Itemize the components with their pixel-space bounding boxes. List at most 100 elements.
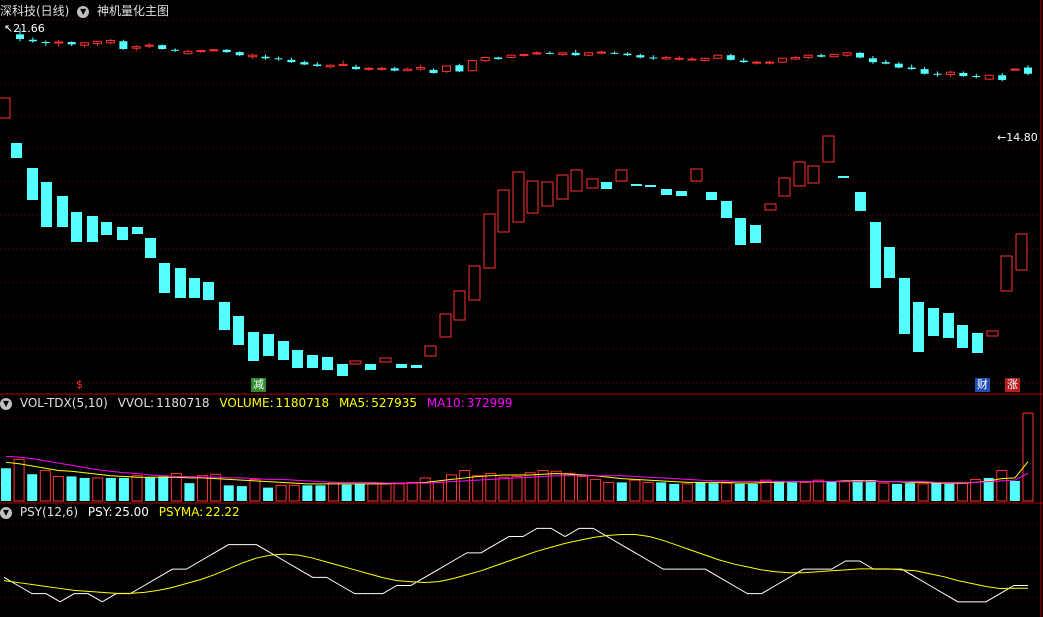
volume-bar-up [603, 481, 615, 502]
candle-body-up [765, 61, 775, 64]
signal-box-down [943, 313, 954, 338]
volume-bar-down [905, 483, 916, 501]
signal-box-up [439, 313, 452, 338]
signal-box-up [690, 168, 703, 182]
volume-bar-down [118, 477, 129, 501]
volume-bar-up [367, 483, 379, 502]
volume-bar-down [302, 485, 313, 501]
signal-box-down [706, 192, 717, 200]
signal-box-down [972, 333, 983, 353]
high-price-label: ↖21.66 [4, 22, 45, 35]
candle-body-up [532, 52, 542, 55]
candle-body-up [480, 57, 490, 62]
volume-bar-down [708, 483, 719, 501]
signal-box-down [645, 185, 656, 187]
volume-value: 1180718 [275, 396, 330, 410]
signal-box-down [57, 196, 68, 227]
marker-dollar[interactable]: $ [76, 378, 83, 391]
signal-box-down [189, 278, 200, 298]
chevron-down-icon[interactable]: ▼ [0, 506, 12, 519]
candle-body-down [868, 58, 877, 63]
signal-box-down [41, 182, 52, 227]
signal-box-down [175, 268, 186, 298]
candle-body-up [687, 58, 697, 61]
volume-bar-down [734, 483, 745, 501]
candle-body-down [28, 39, 37, 42]
signal-box-down [145, 238, 156, 258]
psyma-line [3, 534, 1028, 594]
volume-bar-down [1, 468, 11, 501]
signal-box-down [233, 316, 244, 345]
signal-box-up [570, 169, 583, 192]
volume-bar-down [944, 483, 955, 501]
marker-zhang[interactable]: 涨 [1005, 378, 1020, 392]
volume-bar-up [170, 472, 182, 502]
candle-body-down [998, 75, 1007, 80]
signal-box-down [396, 364, 407, 368]
candle-body-up [752, 61, 762, 64]
volume-bar-down [891, 483, 902, 501]
candle-body-up [829, 53, 839, 58]
signal-box-down [884, 247, 895, 278]
candle-body-up [80, 42, 90, 46]
signal-box-up [512, 171, 525, 223]
psy-value: 25.00 [114, 505, 149, 519]
psy-line [3, 527, 1028, 603]
volume-bar-up [92, 477, 104, 502]
volume-bar-up [563, 472, 575, 502]
candle-body-down [726, 55, 735, 60]
candle-body-down [933, 73, 942, 75]
signal-box-up [1000, 255, 1013, 292]
candle-body-up [558, 52, 568, 55]
signal-box-down [87, 216, 98, 242]
volume-label: VOLUME: [219, 396, 274, 410]
volume-bar-down [1009, 480, 1020, 501]
signal-box-down [676, 191, 687, 196]
vol-header: ▼ VOL-TDX(5,10) VVOL: 1180718 VOLUME: 1180… [0, 395, 517, 411]
candle-body-up [248, 54, 258, 58]
signal-box-up [778, 177, 791, 197]
signal-box-down [365, 364, 376, 370]
volume-bar-down [79, 477, 90, 501]
psyma-label: PSYMA: [158, 505, 204, 519]
signal-box-down [27, 168, 38, 200]
volume-bar-up [799, 481, 811, 502]
volume-bar-up [485, 472, 497, 502]
candle-body-down [222, 49, 231, 53]
volume-bar-up [917, 483, 929, 502]
psy-label: PSY: [87, 505, 113, 519]
volume-bar-down [656, 482, 667, 501]
volume-bar-up [721, 482, 733, 502]
volume-bar-down [826, 481, 837, 501]
volume-bar-down [223, 485, 234, 501]
chevron-down-icon[interactable]: ▼ [77, 5, 90, 18]
candle-body-down [494, 57, 503, 60]
volume-bar-up [996, 469, 1008, 502]
volume-bar-down [263, 487, 274, 501]
marker-jian[interactable]: 减 [251, 378, 266, 392]
candle-body-down [352, 66, 360, 70]
vol-indicator-name[interactable]: VOL-TDX(5,10) [19, 396, 108, 410]
candle-body-down [235, 52, 244, 56]
volume-bar-down [145, 477, 156, 501]
volume-bar-down [616, 482, 627, 501]
candle-body-up [1010, 68, 1020, 71]
volume-bar-up [13, 458, 25, 502]
signal-box-down [322, 357, 333, 370]
psy-indicator-name[interactable]: PSY(12,6) [19, 505, 79, 519]
volume-bar-up [380, 483, 392, 502]
volume-bar-down [158, 476, 169, 501]
candle-body-down [959, 72, 968, 77]
signal-box-up [615, 169, 628, 182]
candle-body-down [545, 52, 554, 54]
volume-bar-up [52, 475, 64, 502]
marker-cai[interactable]: 财 [975, 378, 990, 392]
candle-body-down [907, 67, 916, 70]
volume-bar-up [197, 475, 209, 502]
candle-body-up [519, 53, 529, 56]
chevron-down-icon[interactable]: ▼ [0, 397, 12, 410]
candle-body-up [467, 60, 477, 72]
volume-bar-up [445, 474, 457, 502]
indicator-name[interactable]: 神机量化主图 [97, 4, 170, 18]
